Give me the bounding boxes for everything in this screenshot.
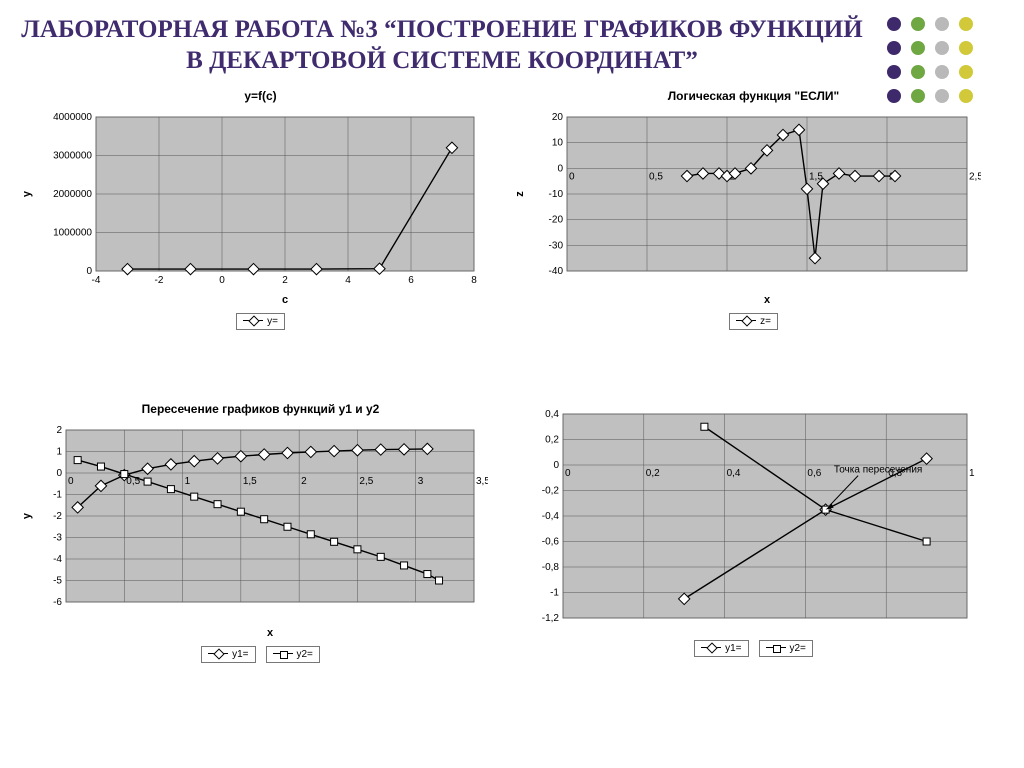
svg-text:-1: -1 — [53, 489, 62, 500]
svg-text:z: z — [514, 190, 526, 196]
svg-text:0: 0 — [557, 163, 563, 174]
svg-text:10: 10 — [552, 137, 564, 148]
chart-3-title: Пересечение графиков функций y1 и y2 — [18, 402, 503, 416]
page-title: ЛАБОРАТОРНАЯ РАБОТА №3 “ПОСТРОЕНИЕ ГРАФИ… — [0, 0, 1024, 81]
chart-2-panel: Логическая функция "ЕСЛИ" -40 -30 -20 -10 0 1… — [511, 87, 996, 394]
svg-text:0,6: 0,6 — [807, 468, 821, 479]
svg-text:4: 4 — [345, 275, 351, 286]
svg-text:-4: -4 — [53, 554, 62, 565]
chart-1-title: y=f(c) — [18, 89, 503, 103]
svg-text:0: 0 — [219, 275, 225, 286]
svg-text:0: 0 — [569, 171, 575, 182]
svg-text:-0,6: -0,6 — [542, 536, 560, 547]
chart-4-legend: y1= y2= — [511, 640, 996, 657]
legend-item: y1= — [201, 646, 255, 663]
svg-text:0: 0 — [565, 468, 571, 479]
svg-text:2: 2 — [56, 425, 62, 436]
svg-text:-0,2: -0,2 — [542, 485, 560, 496]
svg-text:-20: -20 — [549, 214, 564, 225]
chart-2-title: Логическая функция "ЕСЛИ" — [511, 89, 996, 103]
svg-text:-5: -5 — [53, 575, 62, 586]
svg-text:4000000: 4000000 — [53, 112, 92, 123]
legend-item: z= — [729, 313, 778, 330]
svg-text:2000000: 2000000 — [53, 189, 92, 200]
svg-text:Точка пересечения: Точка пересечения — [834, 464, 922, 475]
svg-text:x: x — [764, 294, 771, 306]
legend-item: y1= — [694, 640, 748, 657]
svg-text:6: 6 — [408, 275, 414, 286]
svg-text:20: 20 — [552, 112, 564, 123]
chart-3-panel: Пересечение графиков функций y1 и y2 -6 -… — [18, 400, 503, 707]
svg-text:-6: -6 — [53, 597, 62, 608]
svg-text:-3: -3 — [53, 532, 62, 543]
svg-text:1: 1 — [185, 476, 191, 487]
svg-text:3000000: 3000000 — [53, 150, 92, 161]
svg-text:2,5: 2,5 — [969, 171, 981, 182]
chart-3: -6-5-4-3-2-101200,511,522,533,5xy — [18, 422, 488, 642]
chart-1: 01000000200000030000004000000-4-202468cy — [18, 109, 488, 309]
svg-text:-0,4: -0,4 — [542, 511, 560, 522]
svg-text:3: 3 — [418, 476, 424, 487]
chart-4: -1,2-1-0,8-0,6-0,4-0,200,20,400,20,40,60… — [511, 406, 981, 636]
svg-text:8: 8 — [471, 275, 477, 286]
chart-1-panel: y=f(c) 0 1000000 2000000 3000000 4000000 -4 -2… — [18, 87, 503, 394]
svg-text:-2: -2 — [155, 275, 164, 286]
svg-text:0,5: 0,5 — [649, 171, 663, 182]
svg-text:y: y — [21, 190, 33, 197]
svg-text:0: 0 — [68, 476, 74, 487]
svg-text:c: c — [282, 294, 288, 306]
svg-text:0,4: 0,4 — [727, 468, 741, 479]
svg-text:-2: -2 — [53, 511, 62, 522]
svg-text:1,5: 1,5 — [243, 476, 257, 487]
svg-text:0,4: 0,4 — [545, 409, 559, 420]
chart-1-legend: y= — [18, 313, 503, 330]
svg-text:-4: -4 — [92, 275, 101, 286]
svg-text:-0,8: -0,8 — [542, 562, 560, 573]
svg-text:y: y — [21, 512, 33, 519]
svg-text:-1,2: -1,2 — [542, 613, 560, 624]
chart-2: -40-30-20-100102000,511,522,5xz — [511, 109, 981, 309]
chart-3-legend: y1= y2= — [18, 646, 503, 663]
charts-grid: y=f(c) 01000000200000030000004000000-4-2… — [0, 81, 1024, 717]
chart-2-legend: z= — [511, 313, 996, 330]
svg-text:0,2: 0,2 — [545, 434, 559, 445]
svg-text:-10: -10 — [549, 189, 564, 200]
legend-item: y= — [236, 313, 285, 330]
svg-text:-40: -40 — [549, 266, 564, 277]
svg-text:2: 2 — [282, 275, 288, 286]
svg-text:-30: -30 — [549, 240, 564, 251]
svg-text:1: 1 — [969, 468, 975, 479]
svg-text:2: 2 — [301, 476, 307, 487]
svg-text:0: 0 — [553, 460, 559, 471]
svg-text:0: 0 — [56, 468, 62, 479]
svg-text:2,5: 2,5 — [359, 476, 373, 487]
legend-item: y2= — [759, 640, 813, 657]
svg-text:3,5: 3,5 — [476, 476, 488, 487]
svg-text:1: 1 — [56, 446, 62, 457]
chart-4-panel: -1,2-1-0,8-0,6-0,4-0,200,20,400,20,40,60… — [511, 400, 996, 707]
svg-text:0,2: 0,2 — [646, 468, 660, 479]
legend-item: y2= — [266, 646, 320, 663]
svg-text:x: x — [267, 627, 274, 639]
svg-text:1000000: 1000000 — [53, 227, 92, 238]
svg-text:-1: -1 — [550, 587, 559, 598]
